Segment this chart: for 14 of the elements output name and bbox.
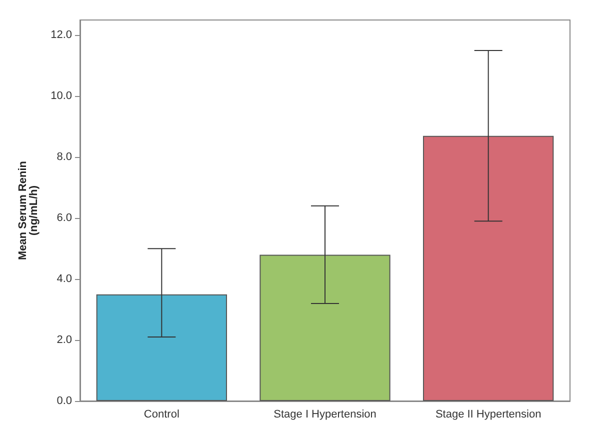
x-tick-label: Stage II Hypertension — [435, 408, 542, 420]
bar — [423, 136, 554, 401]
y-tick-label: 12.0 — [50, 29, 72, 42]
y-tick-label: 4.0 — [56, 273, 72, 286]
y-axis-title: Mean Serum Renin (ng/mL/h) — [17, 160, 40, 260]
y-tick-label: 6.0 — [56, 212, 72, 224]
x-tick-label: Control — [144, 408, 180, 420]
bar — [96, 294, 227, 401]
x-tick-label: Stage I Hypertension — [274, 408, 376, 420]
bar — [260, 254, 390, 401]
y-tick-label: 0.0 — [56, 395, 72, 407]
y-tick-label: 10.0 — [50, 90, 72, 102]
y-tick-label: 2.0 — [56, 334, 72, 346]
y-tick-label: 8.0 — [56, 151, 72, 164]
